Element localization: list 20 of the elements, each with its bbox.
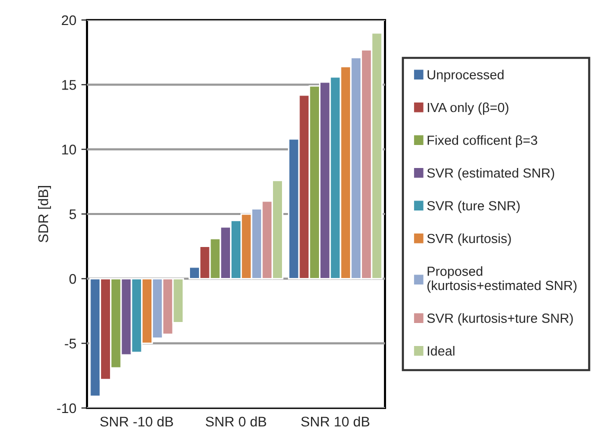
legend-label: Fixed cofficent β=3: [428, 135, 538, 148]
legend-label: Unprocessed: [428, 70, 504, 82]
legend-label: IVA only (β=0): [428, 102, 508, 115]
x-tick-label: SNR -10 dB: [100, 416, 173, 427]
y-tick-label: 5: [69, 209, 76, 220]
legend-label: Proposed (kurtosis+estimated SNR): [427, 266, 576, 293]
y-tick-label: 20: [62, 15, 76, 26]
y-tick-label: -5: [64, 338, 76, 349]
y-axis-title: SDR [dB]: [38, 186, 51, 242]
legend-label: SVR (kurtosis+ture SNR): [427, 313, 573, 326]
x-tick-label: SNR 10 dB: [301, 416, 370, 427]
legend-label: SVR (estimated SNR): [427, 168, 554, 180]
y-tick-label: -10: [57, 403, 76, 414]
y-tick-label: 0: [69, 274, 76, 284]
y-tick-label: 10: [62, 144, 76, 155]
y-tick-label: 15: [62, 80, 76, 90]
legend-label: SVR (ture SNR): [427, 200, 520, 214]
legend-label: SVR (kurtosis): [427, 233, 511, 246]
x-tick-label: SNR 0 dB: [206, 416, 266, 427]
legend-label: Ideal: [428, 346, 454, 356]
